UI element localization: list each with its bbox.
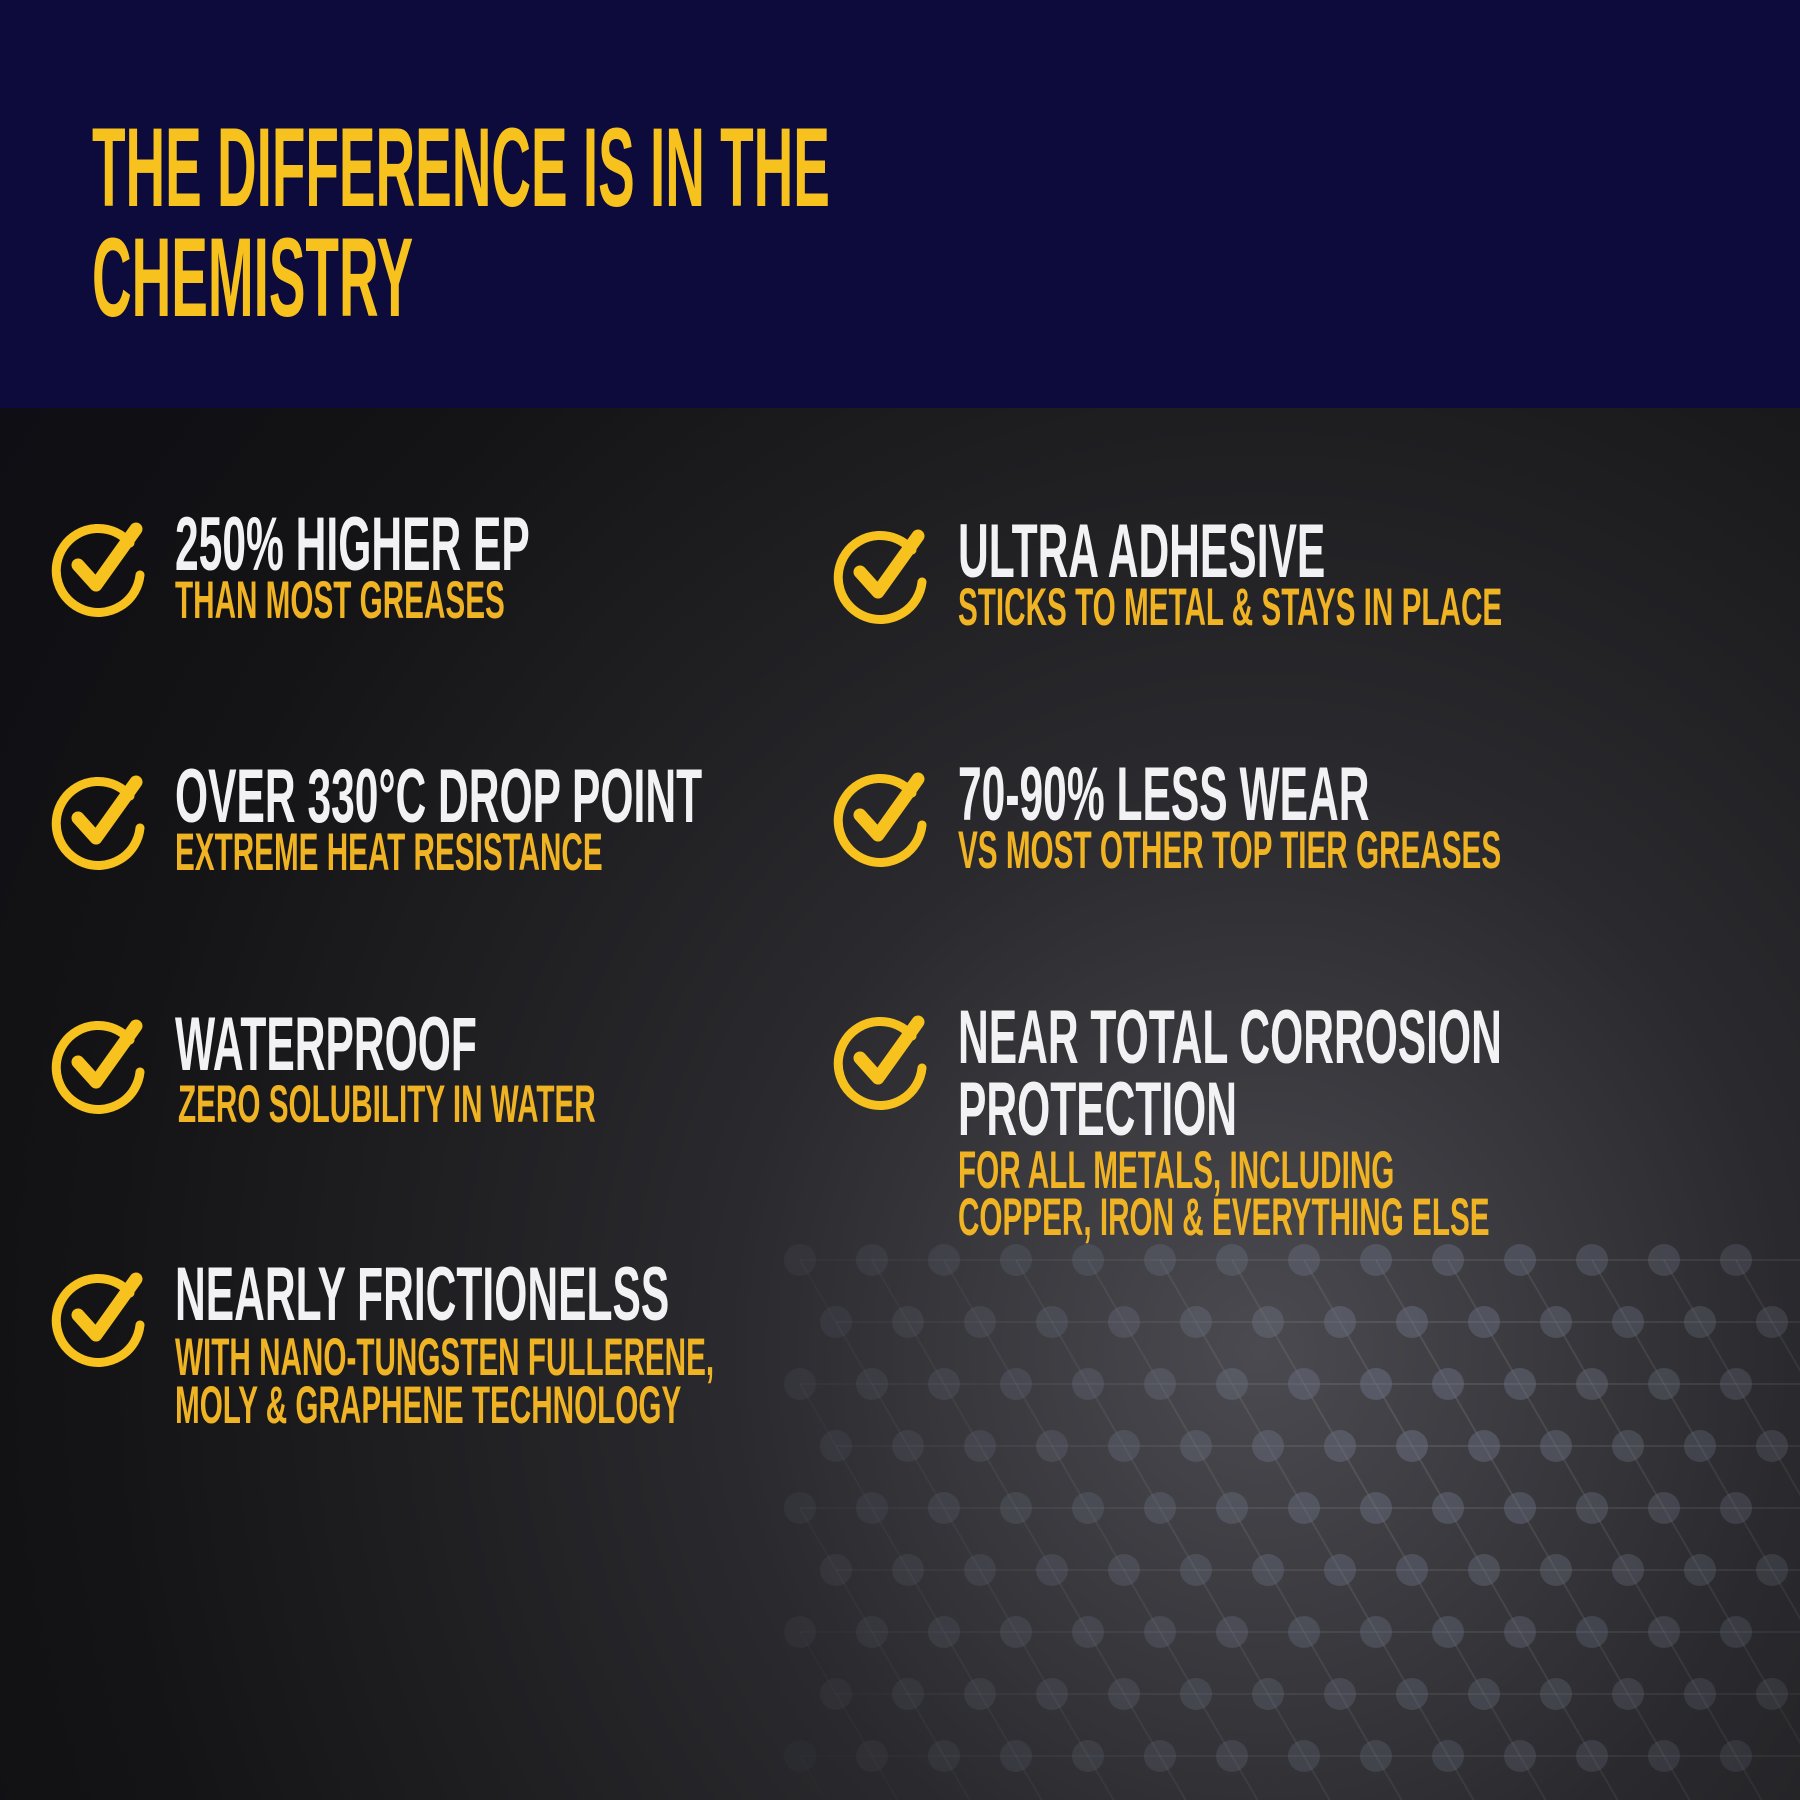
headline-line-1: THE DIFFERENCE IS IN THE	[92, 105, 830, 230]
feature-title: OVER 330°C DROP POINT	[175, 754, 703, 839]
feature-title: 250% HIGHER EP	[175, 502, 530, 587]
check-circle-icon	[51, 1019, 145, 1114]
feature-title: ULTRA ADHESIVE	[958, 509, 1326, 594]
feature-title: NEAR TOTAL CORROSION	[958, 995, 1502, 1080]
feature-subtitle: EXTREME HEAT RESISTANCE	[175, 823, 603, 882]
check-circle-icon	[833, 772, 927, 867]
feature-subtitle: COPPER, IRON & EVERYTHING ELSE	[958, 1188, 1490, 1247]
header-band: THE DIFFERENCE IS IN THE CHEMISTRY	[0, 0, 1800, 408]
feature-subtitle: FOR ALL METALS, INCLUDING	[958, 1141, 1395, 1200]
feature-title: WATERPROOF	[175, 1002, 477, 1087]
feature-title: NEARLY FRICTIONELSS	[175, 1252, 670, 1337]
feature-subtitle: ZERO SOLUBILITY IN WATER	[178, 1075, 596, 1134]
check-circle-icon	[833, 529, 927, 624]
check-circle-icon	[51, 775, 145, 870]
feature-subtitle: STICKS TO METAL & STAYS IN PLACE	[958, 578, 1503, 637]
feature-title: 70-90% LESS WEAR	[958, 752, 1370, 837]
check-circle-icon	[833, 1015, 927, 1110]
feature-subtitle: THAN MOST GREASES	[175, 571, 505, 630]
feature-subtitle: VS MOST OTHER TOP TIER GREASES	[958, 821, 1502, 880]
check-circle-icon	[51, 522, 145, 617]
feature-subtitle: MOLY & GRAPHENE TECHNOLOGY	[175, 1376, 682, 1435]
check-circle-icon	[51, 1272, 145, 1367]
headline-line-2: CHEMISTRY	[92, 215, 414, 340]
feature-title: PROTECTION	[958, 1067, 1238, 1152]
feature-subtitle: WITH NANO-TUNGSTEN FULLERENE,	[175, 1328, 715, 1387]
